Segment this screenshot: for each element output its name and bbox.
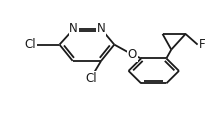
Text: F: F [199, 38, 206, 51]
Text: N: N [69, 22, 78, 35]
Text: O: O [128, 48, 137, 61]
Text: Cl: Cl [85, 72, 97, 84]
Text: Cl: Cl [24, 38, 36, 51]
Text: N: N [97, 22, 105, 35]
